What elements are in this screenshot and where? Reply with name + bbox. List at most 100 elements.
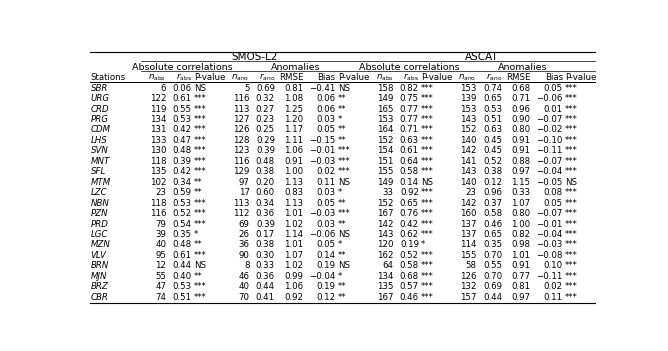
Text: 132: 132 — [460, 282, 477, 291]
Text: BRN: BRN — [91, 261, 109, 270]
Text: 133: 133 — [150, 136, 166, 145]
Text: 0.30: 0.30 — [256, 251, 275, 260]
Text: 0.11: 0.11 — [317, 178, 335, 187]
Text: P-value: P-value — [338, 73, 369, 82]
Text: 155: 155 — [460, 251, 477, 260]
Text: 0.81: 0.81 — [511, 282, 530, 291]
Text: Bias: Bias — [545, 73, 563, 82]
Text: P-value: P-value — [421, 73, 452, 82]
Text: 143: 143 — [460, 115, 477, 124]
Text: −0.02: −0.02 — [536, 126, 563, 134]
Text: 0.38: 0.38 — [256, 167, 275, 176]
Text: 167: 167 — [377, 209, 393, 218]
Text: ***: *** — [565, 282, 578, 291]
Text: 0.69: 0.69 — [256, 84, 275, 93]
Text: $r_\mathregular{abs}$: $r_\mathregular{abs}$ — [176, 72, 192, 84]
Text: ***: *** — [421, 146, 434, 155]
Text: $n_\mathregular{abs}$: $n_\mathregular{abs}$ — [148, 72, 166, 83]
Text: ***: *** — [421, 220, 434, 229]
Text: 0.53: 0.53 — [172, 282, 192, 291]
Text: **: ** — [194, 240, 202, 250]
Text: 140: 140 — [460, 136, 477, 145]
Text: 0.62: 0.62 — [400, 230, 419, 239]
Text: ***: *** — [194, 209, 206, 218]
Text: ***: *** — [421, 105, 434, 114]
Text: Stations: Stations — [91, 73, 126, 82]
Text: 1.07: 1.07 — [284, 251, 303, 260]
Text: 152: 152 — [377, 136, 393, 145]
Text: 0.92: 0.92 — [400, 188, 419, 197]
Text: **: ** — [194, 272, 202, 281]
Text: 0.54: 0.54 — [172, 220, 192, 229]
Text: ***: *** — [421, 293, 434, 302]
Text: 142: 142 — [460, 146, 477, 155]
Text: 0.96: 0.96 — [512, 105, 530, 114]
Text: 0.27: 0.27 — [256, 105, 275, 114]
Text: 0.88: 0.88 — [511, 157, 530, 166]
Text: $r_\mathregular{ano}$: $r_\mathregular{ano}$ — [259, 72, 275, 84]
Text: 0.08: 0.08 — [544, 188, 563, 197]
Text: 0.29: 0.29 — [256, 136, 275, 145]
Text: 154: 154 — [377, 146, 393, 155]
Text: 142: 142 — [377, 220, 393, 229]
Text: 1.25: 1.25 — [284, 105, 303, 114]
Text: 0.05: 0.05 — [317, 199, 335, 208]
Text: 134: 134 — [150, 115, 166, 124]
Text: ***: *** — [565, 293, 578, 302]
Text: NS: NS — [194, 84, 206, 93]
Text: 58: 58 — [466, 261, 477, 270]
Text: 40: 40 — [155, 240, 166, 250]
Text: 0.41: 0.41 — [256, 293, 275, 302]
Text: 0.37: 0.37 — [483, 199, 502, 208]
Text: PRG: PRG — [91, 115, 109, 124]
Text: PZN: PZN — [91, 209, 108, 218]
Text: 162: 162 — [377, 251, 393, 260]
Text: 118: 118 — [150, 157, 166, 166]
Text: NS: NS — [338, 230, 350, 239]
Text: −0.04: −0.04 — [536, 167, 563, 176]
Text: 12: 12 — [155, 261, 166, 270]
Text: ***: *** — [565, 272, 578, 281]
Text: 0.45: 0.45 — [483, 146, 502, 155]
Text: ***: *** — [565, 188, 578, 197]
Text: **: ** — [338, 199, 346, 208]
Text: ***: *** — [338, 209, 351, 218]
Text: 0.91: 0.91 — [284, 157, 303, 166]
Text: 69: 69 — [238, 220, 250, 229]
Text: ***: *** — [565, 115, 578, 124]
Text: SBR: SBR — [91, 84, 108, 93]
Text: ***: *** — [421, 136, 434, 145]
Text: 1.02: 1.02 — [284, 220, 303, 229]
Text: 79: 79 — [156, 220, 166, 229]
Text: 0.42: 0.42 — [172, 126, 192, 134]
Text: −0.03: −0.03 — [309, 209, 335, 218]
Text: 0.46: 0.46 — [400, 293, 419, 302]
Text: ***: *** — [421, 157, 434, 166]
Text: 1.17: 1.17 — [284, 126, 303, 134]
Text: 0.25: 0.25 — [256, 126, 275, 134]
Text: **: ** — [194, 188, 202, 197]
Text: ***: *** — [565, 240, 578, 250]
Text: SVN: SVN — [91, 146, 109, 155]
Text: 0.34: 0.34 — [172, 178, 192, 187]
Text: 0.99: 0.99 — [285, 272, 303, 281]
Text: *: * — [338, 272, 342, 281]
Text: **: ** — [338, 105, 346, 114]
Text: 151: 151 — [377, 157, 393, 166]
Text: 0.06: 0.06 — [317, 105, 335, 114]
Text: 1.00: 1.00 — [511, 220, 530, 229]
Text: 0.82: 0.82 — [511, 230, 530, 239]
Text: 152: 152 — [460, 126, 477, 134]
Text: 0.53: 0.53 — [483, 105, 502, 114]
Text: 0.32: 0.32 — [256, 94, 275, 103]
Text: 0.96: 0.96 — [483, 188, 502, 197]
Text: 0.80: 0.80 — [511, 209, 530, 218]
Text: 123: 123 — [233, 146, 250, 155]
Text: 0.52: 0.52 — [172, 209, 192, 218]
Text: ***: *** — [194, 136, 206, 145]
Text: −0.04: −0.04 — [309, 272, 335, 281]
Text: 0.44: 0.44 — [256, 282, 275, 291]
Text: Absolute correlations: Absolute correlations — [132, 63, 232, 72]
Text: 0.74: 0.74 — [483, 84, 502, 93]
Text: 135: 135 — [150, 167, 166, 176]
